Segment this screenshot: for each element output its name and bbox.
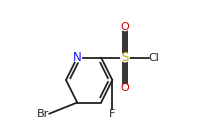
Text: F: F — [109, 109, 115, 119]
Circle shape — [121, 23, 129, 31]
Text: Br: Br — [37, 109, 49, 119]
Circle shape — [121, 53, 129, 62]
Text: N: N — [73, 51, 82, 64]
Circle shape — [73, 53, 81, 62]
Text: S: S — [121, 51, 129, 64]
Text: O: O — [121, 22, 129, 32]
Text: Cl: Cl — [149, 53, 160, 63]
Text: O: O — [121, 83, 129, 93]
Circle shape — [109, 110, 116, 117]
Circle shape — [121, 84, 129, 92]
